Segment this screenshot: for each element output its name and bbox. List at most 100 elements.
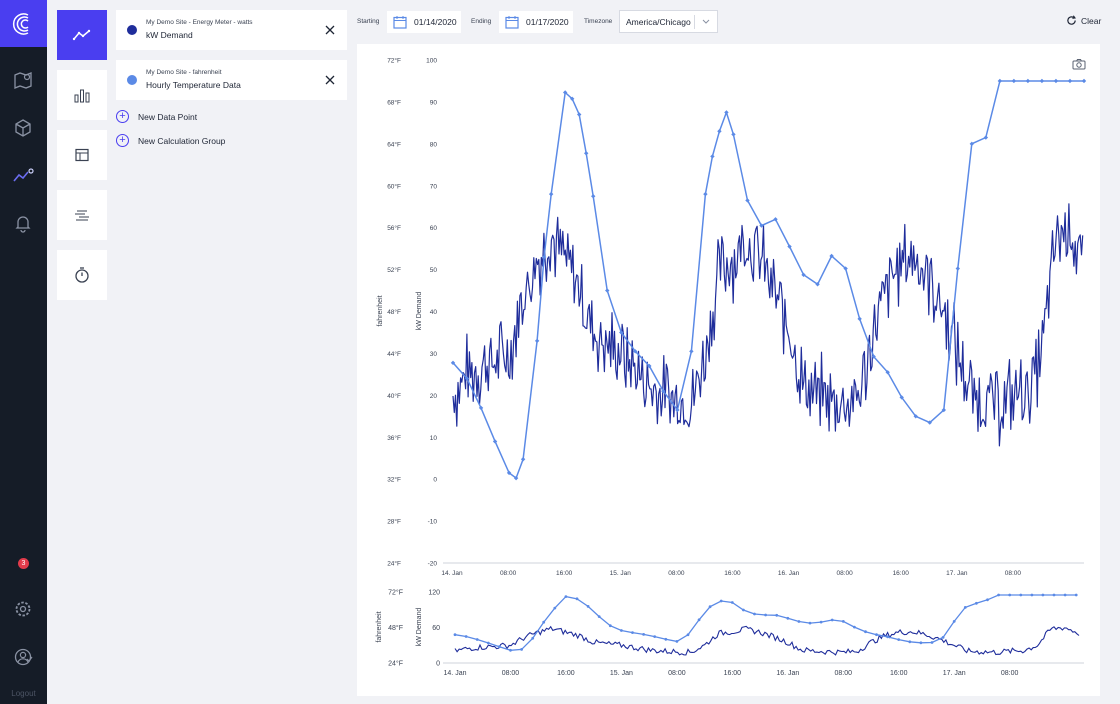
- analytics-icon[interactable]: [11, 164, 35, 188]
- nav-temperature-point-marker: [719, 599, 723, 603]
- temperature-point-marker: [913, 414, 918, 419]
- nav-temperature-point-marker: [498, 645, 501, 649]
- y-left-tick-label: 72°F: [387, 57, 401, 65]
- nav-temperature-point-marker: [520, 648, 523, 651]
- y-right-axis-title: kW Demand: [416, 292, 423, 331]
- y-right-tick-label: -20: [428, 561, 438, 568]
- nav-temperature-point-marker: [930, 641, 934, 644]
- y-left-tick-label: 52°F: [387, 266, 401, 274]
- data-point-card[interactable]: My Demo Site - fahrenheit Hourly Tempera…: [116, 60, 347, 100]
- nav-y-right-tick-label: 60: [432, 625, 440, 632]
- bell-icon[interactable]: [11, 211, 35, 235]
- nav-x-tick-label: 08:00: [502, 670, 520, 677]
- nav-temperature-point-marker: [975, 601, 978, 605]
- bar-chart-icon: [74, 89, 90, 103]
- nav-temperature-point-marker: [509, 648, 512, 652]
- navigator-chart[interactable]: 72°F 120 48°F 60 24°F 0 fahrenheit kW Demand 14.…: [376, 589, 1084, 678]
- nav-temperature-series-line: [454, 594, 1077, 651]
- nav-temperature-point-marker: [875, 633, 878, 637]
- x-tick-label: 15. Jan: [610, 570, 632, 577]
- temperature-point-marker: [548, 191, 554, 197]
- y-left-tick-label: 44°F: [387, 350, 401, 358]
- data-point-card[interactable]: My Demo Site - Energy Meter - watts kW D…: [116, 10, 347, 50]
- nav-x-tick-label: 08:00: [668, 670, 686, 677]
- logout-link[interactable]: Logout: [11, 689, 36, 698]
- x-tick-label: 08:00: [500, 570, 517, 577]
- nav-kw-demand-series-line: [454, 625, 1080, 656]
- y-right-tick-label: 70: [430, 183, 438, 190]
- nav-temperature-point-marker: [464, 635, 468, 638]
- plus-icon: +: [116, 110, 129, 123]
- nav-temperature-point-marker: [819, 620, 823, 624]
- ending-date-picker[interactable]: 01/17/2020: [499, 11, 573, 33]
- nav-temperature-point-marker: [1052, 593, 1056, 597]
- temperature-point-marker: [464, 376, 470, 381]
- nav-temperature-point-marker: [742, 608, 745, 612]
- ending-date-value: 01/17/2020: [526, 17, 569, 27]
- temperature-point-marker: [857, 316, 862, 322]
- temperature-point-marker: [478, 405, 484, 411]
- x-tick-label: 16:00: [556, 570, 573, 577]
- nav-temperature-point-marker: [1041, 593, 1045, 597]
- camera-icon[interactable]: [1072, 58, 1086, 70]
- y-right-tick-label: 80: [430, 141, 438, 148]
- waterfall-tile[interactable]: [57, 190, 107, 240]
- nav-y-right-tick-label: 0: [436, 661, 440, 668]
- bar-chart-tile[interactable]: [57, 70, 107, 120]
- app-sidebar: 3 Logout: [0, 0, 47, 704]
- temperature-point-marker: [492, 439, 498, 444]
- temperature-point-marker: [584, 151, 589, 156]
- calendar-icon: [505, 16, 519, 29]
- close-icon[interactable]: [324, 24, 336, 36]
- y-right-tick-label: 0: [433, 477, 437, 484]
- nav-temperature-point-marker: [886, 635, 889, 639]
- x-tick-label: 14. Jan: [441, 570, 463, 577]
- nav-y-right-axis-title: kW Demand: [416, 608, 423, 647]
- app-logo[interactable]: [0, 0, 47, 47]
- data-point-subtitle: My Demo Site - Energy Meter - watts: [146, 19, 253, 26]
- y-right-tick-label: 30: [430, 351, 438, 358]
- data-point-title: Hourly Temperature Data: [146, 80, 241, 90]
- temperature-point-marker: [1039, 78, 1045, 84]
- nav-temperature-point-marker: [864, 630, 867, 634]
- temperature-point-marker: [997, 78, 1003, 84]
- nav-temperature-point-marker: [608, 624, 612, 628]
- map-icon[interactable]: [11, 68, 35, 92]
- temperature-point-marker: [801, 272, 806, 278]
- series-color-dot: [127, 75, 137, 85]
- line-chart-tile[interactable]: [57, 10, 107, 60]
- nav-y-left-axis-title: fahrenheit: [376, 611, 383, 642]
- new-calculation-group-label: New Calculation Group: [138, 135, 226, 146]
- temperature-point-marker: [927, 420, 932, 425]
- nav-temperature-point-marker: [686, 633, 690, 637]
- new-calculation-group-button[interactable]: + New Calculation Group: [116, 134, 225, 147]
- y-left-tick-label: 64°F: [387, 140, 401, 148]
- nav-temperature-point-marker: [564, 595, 568, 598]
- temperature-point-marker: [577, 112, 582, 117]
- timezone-select[interactable]: America/Chicago: [619, 10, 718, 33]
- settings-icon[interactable]: [11, 597, 35, 621]
- clear-button[interactable]: Clear: [1066, 15, 1101, 26]
- temperature-point-marker: [759, 223, 764, 228]
- new-data-point-button[interactable]: + New Data Point: [116, 110, 197, 123]
- nav-y-left-tick-label: 48°F: [388, 624, 403, 632]
- nav-temperature-point-marker: [486, 641, 490, 645]
- nav-x-tick-label: 16:00: [890, 670, 908, 677]
- nav-temperature-point-marker: [753, 612, 756, 616]
- nav-temperature-point-marker: [553, 606, 557, 610]
- nav-x-tick-label: 16:00: [557, 670, 575, 677]
- y-left-tick-label: 48°F: [387, 308, 401, 316]
- nav-x-tick-label: 17. Jan: [943, 670, 966, 677]
- timer-tile[interactable]: [57, 250, 107, 300]
- nav-y-right-tick-label: 120: [428, 590, 440, 597]
- temperature-point-marker: [1067, 78, 1073, 84]
- stacked-lines-icon: [75, 210, 89, 221]
- starting-date-picker[interactable]: 01/14/2020: [387, 11, 461, 33]
- kw-demand-series-line: [452, 203, 1084, 447]
- cube-icon[interactable]: [11, 116, 35, 140]
- table-tile[interactable]: [57, 130, 107, 180]
- user-account-icon[interactable]: [11, 645, 35, 669]
- close-icon[interactable]: [324, 74, 336, 86]
- nav-x-tick-label: 08:00: [835, 670, 853, 677]
